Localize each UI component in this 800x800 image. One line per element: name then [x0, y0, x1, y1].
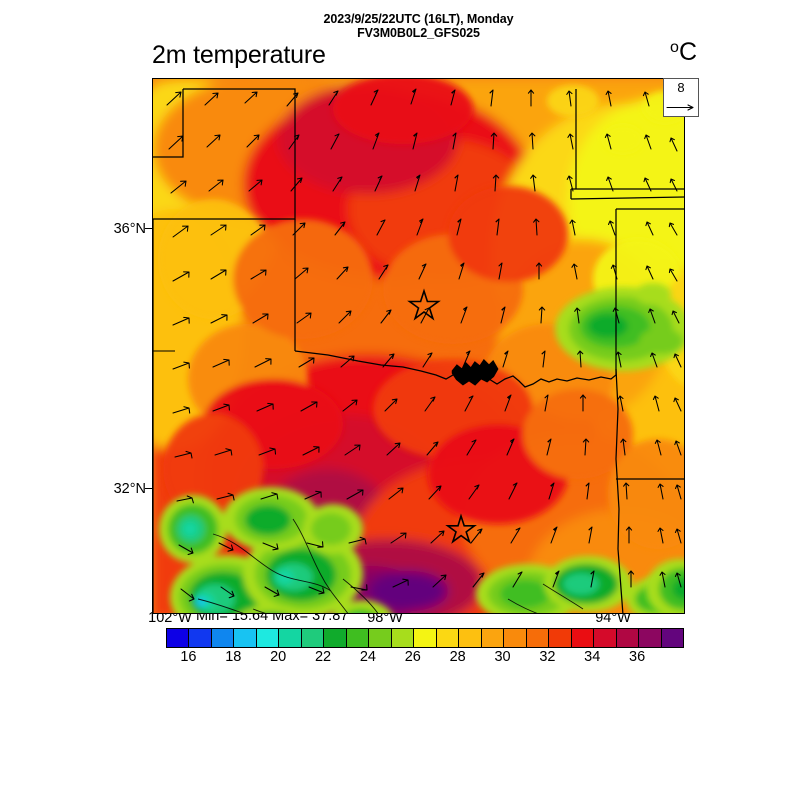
wind-key-box: 8 [663, 78, 699, 117]
colorbar-tick-16: 16 [180, 649, 197, 665]
degree-symbol: o [670, 39, 679, 56]
colorbar-swatch [211, 629, 235, 647]
state-borders [153, 88, 684, 613]
wind-key-value: 8 [677, 80, 685, 95]
units-letter: C [678, 38, 697, 66]
colorbar-swatch [391, 629, 415, 647]
colorbar-swatch [324, 629, 347, 647]
colorbar-tick-26: 26 [404, 649, 421, 665]
colorbar-tick-18: 18 [225, 649, 242, 665]
colorbar-swatch [459, 629, 482, 647]
star-marker-south [445, 513, 477, 544]
rivers [197, 518, 584, 613]
tick-lat-32n [145, 488, 153, 490]
colorbar-tick-34: 34 [584, 649, 601, 665]
colorbar-swatch [571, 629, 595, 647]
colorbar-tick-labels: 16 18 20 22 24 26 28 30 32 34 36 [166, 649, 684, 669]
colorbar-tick-36: 36 [629, 649, 646, 665]
star-marker-north [407, 288, 441, 321]
map-canvas [153, 79, 684, 613]
colorbar-tick-24: 24 [359, 649, 376, 665]
colorbar-swatch [256, 629, 280, 647]
lon-label-102w: 102°W [148, 610, 192, 626]
colorbar-swatch [414, 629, 437, 647]
colorbar-swatch [436, 629, 460, 647]
colorbar-tick-28: 28 [449, 649, 466, 665]
station-markers[interactable] [407, 288, 477, 544]
colorbar-swatch [661, 629, 684, 647]
map-plot-area[interactable] [152, 78, 685, 614]
wind-vectors [166, 88, 682, 602]
colorbar-swatch [639, 629, 662, 647]
colorbar-swatch [279, 629, 302, 647]
colorbar-swatch [549, 629, 572, 647]
title-datetime: 2023/9/25/22UTC (16LT), Monday [323, 12, 514, 26]
figure-title: 2023/9/25/22UTC (16LT), Monday FV3M0B0L2… [152, 12, 685, 40]
colorbar[interactable] [166, 628, 684, 648]
lon-label-98w: 98°W [367, 610, 403, 626]
colorbar-tick-32: 32 [539, 649, 556, 665]
colorbar-swatch [481, 629, 505, 647]
colorbar-tick-20: 20 [270, 649, 287, 665]
colorbar-swatch [346, 629, 370, 647]
colorbar-swatch [504, 629, 527, 647]
page-title: 2m temperature [152, 41, 326, 69]
colorbar-tick-30: 30 [494, 649, 511, 665]
colorbar-swatch [234, 629, 257, 647]
lon-label-94w: 94°W [595, 610, 631, 626]
colorbar-swatch [189, 629, 212, 647]
colorbar-swatch [616, 629, 640, 647]
wind-key-arrow-icon [666, 104, 694, 111]
tick-lat-36n [145, 228, 153, 230]
temperature-field [153, 79, 684, 613]
colorbar-swatch [369, 629, 392, 647]
colorbar-swatch [167, 629, 190, 647]
colorbar-tick-22: 22 [314, 649, 332, 665]
colorbar-swatch [526, 629, 550, 647]
colorbar-swatch [301, 629, 325, 647]
colorbar-swatch [594, 629, 617, 647]
units-label: oC [655, 38, 697, 67]
lat-label-36n: 36°N [113, 221, 146, 237]
title-model-id: FV3M0B0L2_GFS025 [357, 26, 480, 40]
lat-label-32n: 32°N [113, 481, 146, 497]
